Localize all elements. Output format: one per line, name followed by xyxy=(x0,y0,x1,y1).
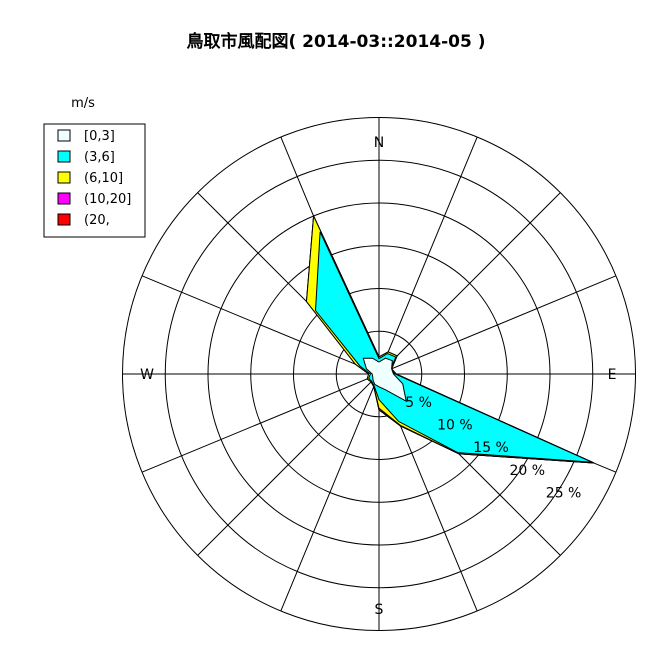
legend-swatch xyxy=(57,129,71,142)
radial-tick-labels: 5 % 10 %15 %20 %25 % xyxy=(405,395,581,502)
radial-tick-label: 25 % xyxy=(546,486,582,502)
compass-label-E: E xyxy=(608,367,617,383)
legend-swatch xyxy=(57,150,71,163)
compass-labels: N E S W xyxy=(140,135,616,618)
legend-entry: (10,20] xyxy=(84,192,131,207)
compass-label-W: W xyxy=(140,367,154,383)
legend-entry: (6,10] xyxy=(84,171,123,186)
radial-tick-label: 10 % xyxy=(437,418,473,434)
compass-label-N: N xyxy=(374,135,384,151)
wind-petals xyxy=(305,214,595,464)
unit-label: m/s xyxy=(71,96,95,111)
series-area-2 xyxy=(305,214,595,464)
series-area-0 xyxy=(362,357,407,403)
radial-tick-label: 5 % xyxy=(405,395,432,411)
legend-swatch xyxy=(57,171,71,184)
legend-swatch xyxy=(57,192,71,205)
radial-tick-label: 15 % xyxy=(473,440,509,456)
legend: [0,3] (3,6] (6,10] (10,20] (20, xyxy=(43,123,146,238)
legend-entry: (20, xyxy=(84,213,110,228)
legend-entry: [0,3] xyxy=(84,129,115,144)
chart-title: 鳥取市風配図( 2014-03::2014-05 ) xyxy=(186,31,485,52)
radial-tick-label: 20 % xyxy=(510,463,546,479)
compass-label-S: S xyxy=(375,602,384,618)
legend-entry: (3,6] xyxy=(84,150,115,165)
legend-swatch xyxy=(57,213,71,226)
